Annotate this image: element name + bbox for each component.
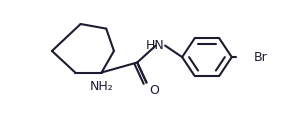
- Text: Br: Br: [254, 51, 267, 64]
- Text: HN: HN: [146, 39, 164, 52]
- Text: NH₂: NH₂: [90, 80, 113, 93]
- Text: O: O: [150, 84, 160, 97]
